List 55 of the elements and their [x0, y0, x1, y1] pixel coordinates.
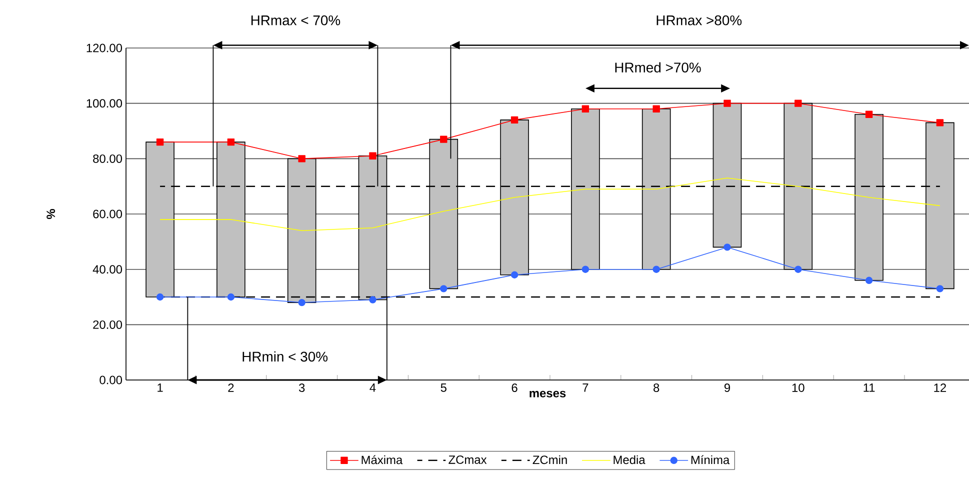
y-tick-label: 40.00: [92, 265, 122, 274]
legend-label: Media: [614, 455, 646, 464]
point: [298, 298, 306, 306]
x-tick-label: 4: [370, 384, 376, 392]
x-tick-label: 1: [158, 384, 163, 392]
point: [724, 100, 731, 107]
point: [440, 136, 448, 143]
x-tick-label: 3: [298, 384, 305, 392]
y-axis-title: %: [46, 209, 56, 220]
x-tick-label: 11: [864, 384, 875, 392]
point: [794, 100, 802, 107]
point: [582, 105, 590, 112]
point: [510, 271, 518, 278]
y-tick-label: 100.00: [86, 99, 122, 108]
point: [156, 293, 164, 301]
point: [582, 266, 590, 273]
point: [369, 296, 376, 304]
y-tick-label: 0.00: [100, 376, 122, 384]
point: [156, 138, 164, 146]
x-axis-title: meses: [530, 390, 566, 398]
y-tick-label: 120.00: [86, 44, 122, 52]
point: [440, 285, 448, 292]
point: [227, 293, 235, 301]
point: [794, 266, 802, 273]
x-tick-label: 9: [724, 384, 730, 392]
legend-label: Máxima: [362, 455, 403, 464]
y-tick-label: 20.00: [93, 320, 122, 329]
legend-label: ZCmax: [448, 455, 487, 464]
x-tick-label: 8: [654, 384, 660, 392]
point: [724, 244, 731, 251]
x-tick-label: 10: [792, 384, 804, 392]
x-tick-label: 12: [934, 384, 946, 392]
y-tick-label: 80.00: [93, 154, 122, 163]
x-tick-label: 2: [228, 384, 234, 392]
point: [298, 155, 306, 162]
point: [865, 110, 873, 118]
annotation: HRmin < 30%: [242, 351, 328, 362]
legend-label: ZCmin: [532, 455, 567, 464]
point: [936, 285, 944, 292]
point: [227, 138, 235, 146]
x-tick-label: 6: [512, 384, 518, 392]
text: HRmax < 70%: [251, 15, 340, 26]
x-tick-label: 7: [582, 384, 588, 392]
point: [369, 152, 376, 160]
point: [652, 266, 660, 273]
annotation: HRmed >70%: [615, 62, 701, 72]
line-series: [160, 178, 940, 232]
point: [652, 105, 660, 112]
point: [865, 276, 873, 284]
x-tick-label: 5: [440, 384, 446, 392]
point: [510, 116, 518, 124]
point: [936, 119, 944, 126]
legend-label: Mínima: [691, 455, 730, 464]
text: HRmax >80%: [656, 15, 742, 26]
y-tick-label: 60.00: [93, 210, 122, 218]
